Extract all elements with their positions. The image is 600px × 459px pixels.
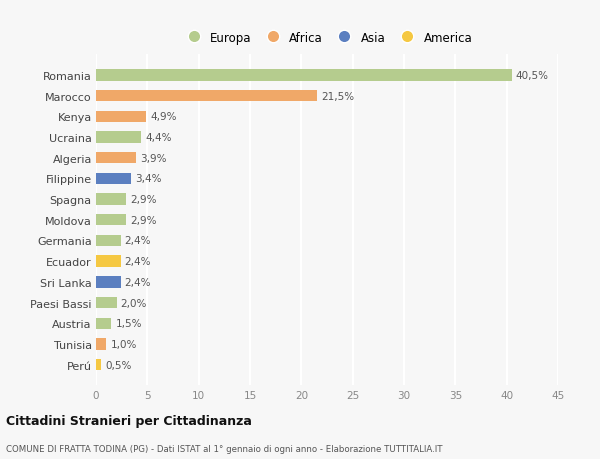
Bar (96, 215, 126, 226)
Text: 0,5%: 0,5% (105, 360, 131, 370)
Text: 4,4%: 4,4% (145, 133, 172, 143)
Bar (96, 153, 136, 164)
Text: 2,4%: 2,4% (125, 257, 151, 267)
Text: 4,9%: 4,9% (151, 112, 177, 122)
Bar (96, 256, 121, 267)
Bar (96, 339, 106, 350)
Bar (96, 70, 512, 81)
Bar (96, 277, 121, 288)
Text: 2,4%: 2,4% (125, 277, 151, 287)
Text: Cittadini Stranieri per Cittadinanza: Cittadini Stranieri per Cittadinanza (6, 414, 252, 428)
Text: 2,4%: 2,4% (125, 236, 151, 246)
Legend: Europa, Africa, Asia, America: Europa, Africa, Asia, America (178, 28, 476, 48)
Text: 3,9%: 3,9% (140, 153, 167, 163)
Bar (96, 112, 146, 123)
Text: 21,5%: 21,5% (321, 91, 354, 101)
Bar (96, 235, 121, 246)
Bar (96, 174, 131, 185)
Text: 2,9%: 2,9% (130, 195, 157, 205)
Bar (96, 359, 101, 370)
Bar (96, 132, 141, 143)
Text: 2,0%: 2,0% (121, 298, 147, 308)
Bar (96, 91, 317, 102)
Text: 1,5%: 1,5% (116, 319, 142, 329)
Text: 1,0%: 1,0% (110, 339, 137, 349)
Bar (96, 318, 112, 329)
Bar (96, 297, 116, 308)
Text: 3,4%: 3,4% (135, 174, 161, 184)
Text: COMUNE DI FRATTA TODINA (PG) - Dati ISTAT al 1° gennaio di ogni anno - Elaborazi: COMUNE DI FRATTA TODINA (PG) - Dati ISTA… (6, 444, 443, 453)
Text: 2,9%: 2,9% (130, 215, 157, 225)
Bar (96, 194, 126, 205)
Text: 40,5%: 40,5% (516, 71, 549, 81)
